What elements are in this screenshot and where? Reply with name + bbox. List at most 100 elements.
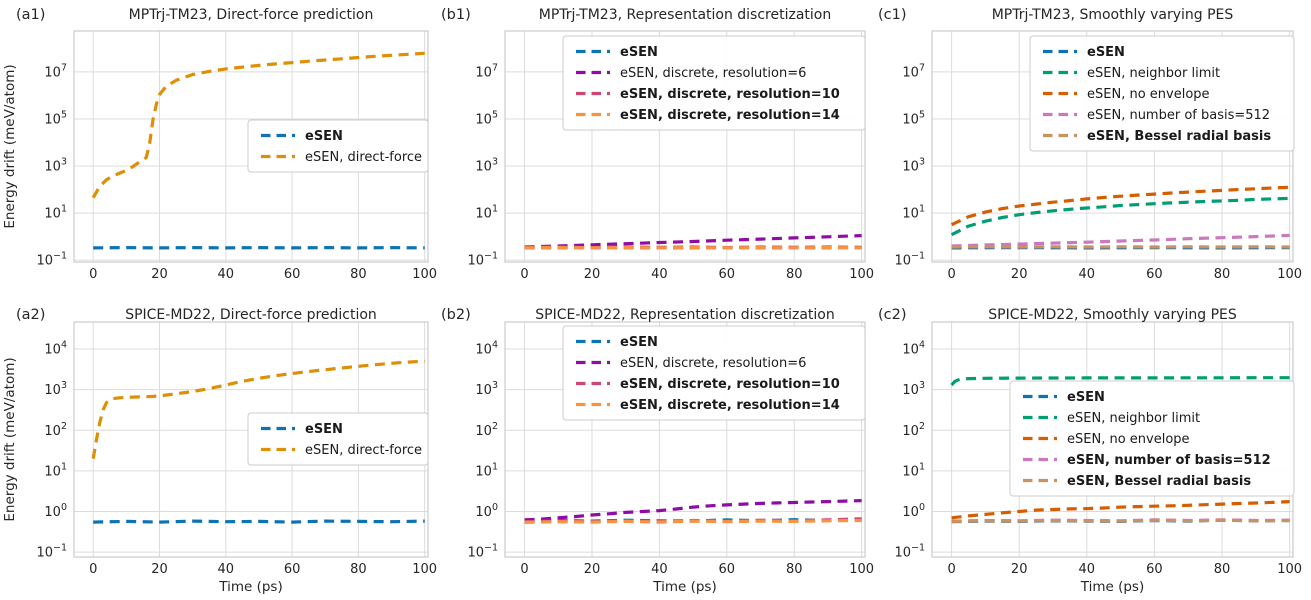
x-tick-label: 100 bbox=[849, 267, 874, 282]
x-tick-label: 80 bbox=[350, 267, 367, 282]
x-tick-label: 60 bbox=[1146, 562, 1163, 577]
x-tick-label: 80 bbox=[350, 562, 367, 577]
x-tick-label: 60 bbox=[284, 267, 301, 282]
x-tick-label: 80 bbox=[1214, 267, 1231, 282]
x-tick-label: 40 bbox=[218, 267, 235, 282]
panel-corner-label: (c2) bbox=[878, 307, 907, 323]
panel-corner-label: (a2) bbox=[16, 307, 45, 323]
series-line bbox=[91, 51, 425, 199]
legend-label: eSEN bbox=[305, 129, 343, 144]
legend-box bbox=[1029, 35, 1295, 152]
legend-label: eSEN, discrete, resolution=6 bbox=[620, 66, 806, 81]
x-tick-label: 0 bbox=[520, 562, 528, 577]
legend-label: eSEN bbox=[620, 335, 658, 350]
x-tick-label: 0 bbox=[89, 562, 97, 577]
legend-label: eSEN bbox=[305, 422, 343, 437]
legend-label: eSEN, number of basis=512 bbox=[1067, 453, 1271, 468]
legend-box bbox=[247, 412, 429, 466]
x-axis-label: Time (ps) bbox=[1080, 579, 1144, 595]
x-tick-label: 0 bbox=[520, 267, 528, 282]
legend-label: eSEN, direct-force bbox=[305, 150, 422, 165]
axes-frame bbox=[504, 321, 866, 558]
series-line bbox=[951, 500, 1290, 520]
legend-label: eSEN, discrete, resolution=10 bbox=[620, 377, 840, 392]
x-tick-label: 0 bbox=[947, 562, 955, 577]
x-tick-label: 40 bbox=[1079, 562, 1096, 577]
x-tick-label: 20 bbox=[1011, 562, 1028, 577]
series-line bbox=[93, 519, 425, 524]
x-tick-label: 60 bbox=[284, 562, 301, 577]
x-tick-label: 100 bbox=[1277, 267, 1302, 282]
series-line bbox=[950, 196, 1290, 237]
legend-label: eSEN bbox=[1087, 45, 1125, 60]
x-tick-label: 40 bbox=[651, 562, 668, 577]
panel-corner-label: (c1) bbox=[878, 7, 907, 23]
x-tick-label: 100 bbox=[1277, 562, 1302, 577]
legend-label: eSEN, discrete, resolution=14 bbox=[620, 108, 840, 123]
x-tick-label: 100 bbox=[412, 267, 437, 282]
series-line bbox=[524, 499, 862, 522]
x-tick-label: 40 bbox=[218, 562, 235, 577]
series-line bbox=[951, 518, 1290, 523]
x-tick-label: 20 bbox=[151, 267, 168, 282]
x-tick-label: 40 bbox=[651, 267, 668, 282]
x-axis-label: Time (ps) bbox=[218, 579, 282, 595]
y-axis-label: Energy drift (meV/atom) bbox=[2, 64, 18, 228]
legend-label: eSEN, neighbor limit bbox=[1067, 411, 1200, 426]
series-line bbox=[91, 359, 425, 459]
legend-label: eSEN, discrete, resolution=14 bbox=[620, 398, 840, 413]
series-line bbox=[950, 185, 1290, 227]
legend-label: eSEN, discrete, resolution=6 bbox=[620, 356, 806, 371]
x-tick-label: 0 bbox=[89, 267, 97, 282]
x-tick-label: 20 bbox=[584, 562, 601, 577]
legend-box bbox=[562, 35, 866, 131]
series-line bbox=[524, 234, 862, 249]
panel-corner-label: (b2) bbox=[441, 307, 471, 323]
series-line bbox=[950, 376, 1290, 387]
x-tick-label: 60 bbox=[719, 267, 736, 282]
x-tick-label: 80 bbox=[1214, 562, 1231, 577]
series-line bbox=[951, 233, 1290, 248]
legend-label: eSEN bbox=[620, 45, 658, 60]
x-tick-label: 60 bbox=[1146, 267, 1163, 282]
legend-label: eSEN, number of basis=512 bbox=[1087, 108, 1270, 123]
x-tick-label: 80 bbox=[786, 267, 803, 282]
x-tick-label: 20 bbox=[151, 562, 168, 577]
legend-label: eSEN bbox=[1067, 390, 1105, 405]
x-tick-label: 60 bbox=[719, 562, 736, 577]
panel-title: SPICE-MD22, Representation discretizatio… bbox=[535, 307, 834, 323]
panel-title: MPTrj-TM23, Direct-force prediction bbox=[129, 7, 374, 23]
x-tick-label: 40 bbox=[1079, 267, 1096, 282]
legend-box bbox=[562, 325, 866, 421]
legend-label: eSEN, direct-force bbox=[305, 443, 422, 458]
axes-frame bbox=[504, 30, 866, 263]
legend-label: eSEN, discrete, resolution=10 bbox=[620, 87, 840, 102]
legend-label: eSEN, Bessel radial basis bbox=[1067, 474, 1251, 489]
y-axis-label: Energy drift (meV/atom) bbox=[2, 357, 18, 521]
x-tick-label: 20 bbox=[584, 267, 601, 282]
x-tick-label: 100 bbox=[849, 562, 874, 577]
x-tick-label: 100 bbox=[412, 562, 437, 577]
legend-label: eSEN, neighbor limit bbox=[1087, 66, 1220, 81]
panel-title: SPICE-MD22, Direct-force prediction bbox=[125, 307, 377, 323]
panel-title: MPTrj-TM23, Smoothly varying PES bbox=[992, 7, 1234, 23]
legend-label: eSEN, no envelope bbox=[1087, 87, 1210, 102]
legend-box bbox=[1009, 380, 1295, 497]
legend-label: eSEN, Bessel radial basis bbox=[1087, 129, 1271, 144]
x-tick-label: 0 bbox=[947, 267, 955, 282]
series-line bbox=[524, 518, 862, 524]
x-tick-label: 20 bbox=[1011, 267, 1028, 282]
panel-title: MPTrj-TM23, Representation discretizatio… bbox=[539, 7, 832, 23]
legend-box bbox=[247, 119, 429, 173]
x-tick-label: 80 bbox=[786, 562, 803, 577]
x-axis-label: Time (ps) bbox=[652, 579, 716, 595]
panel-corner-label: (a1) bbox=[16, 7, 45, 23]
legend-label: eSEN, no envelope bbox=[1067, 432, 1190, 447]
